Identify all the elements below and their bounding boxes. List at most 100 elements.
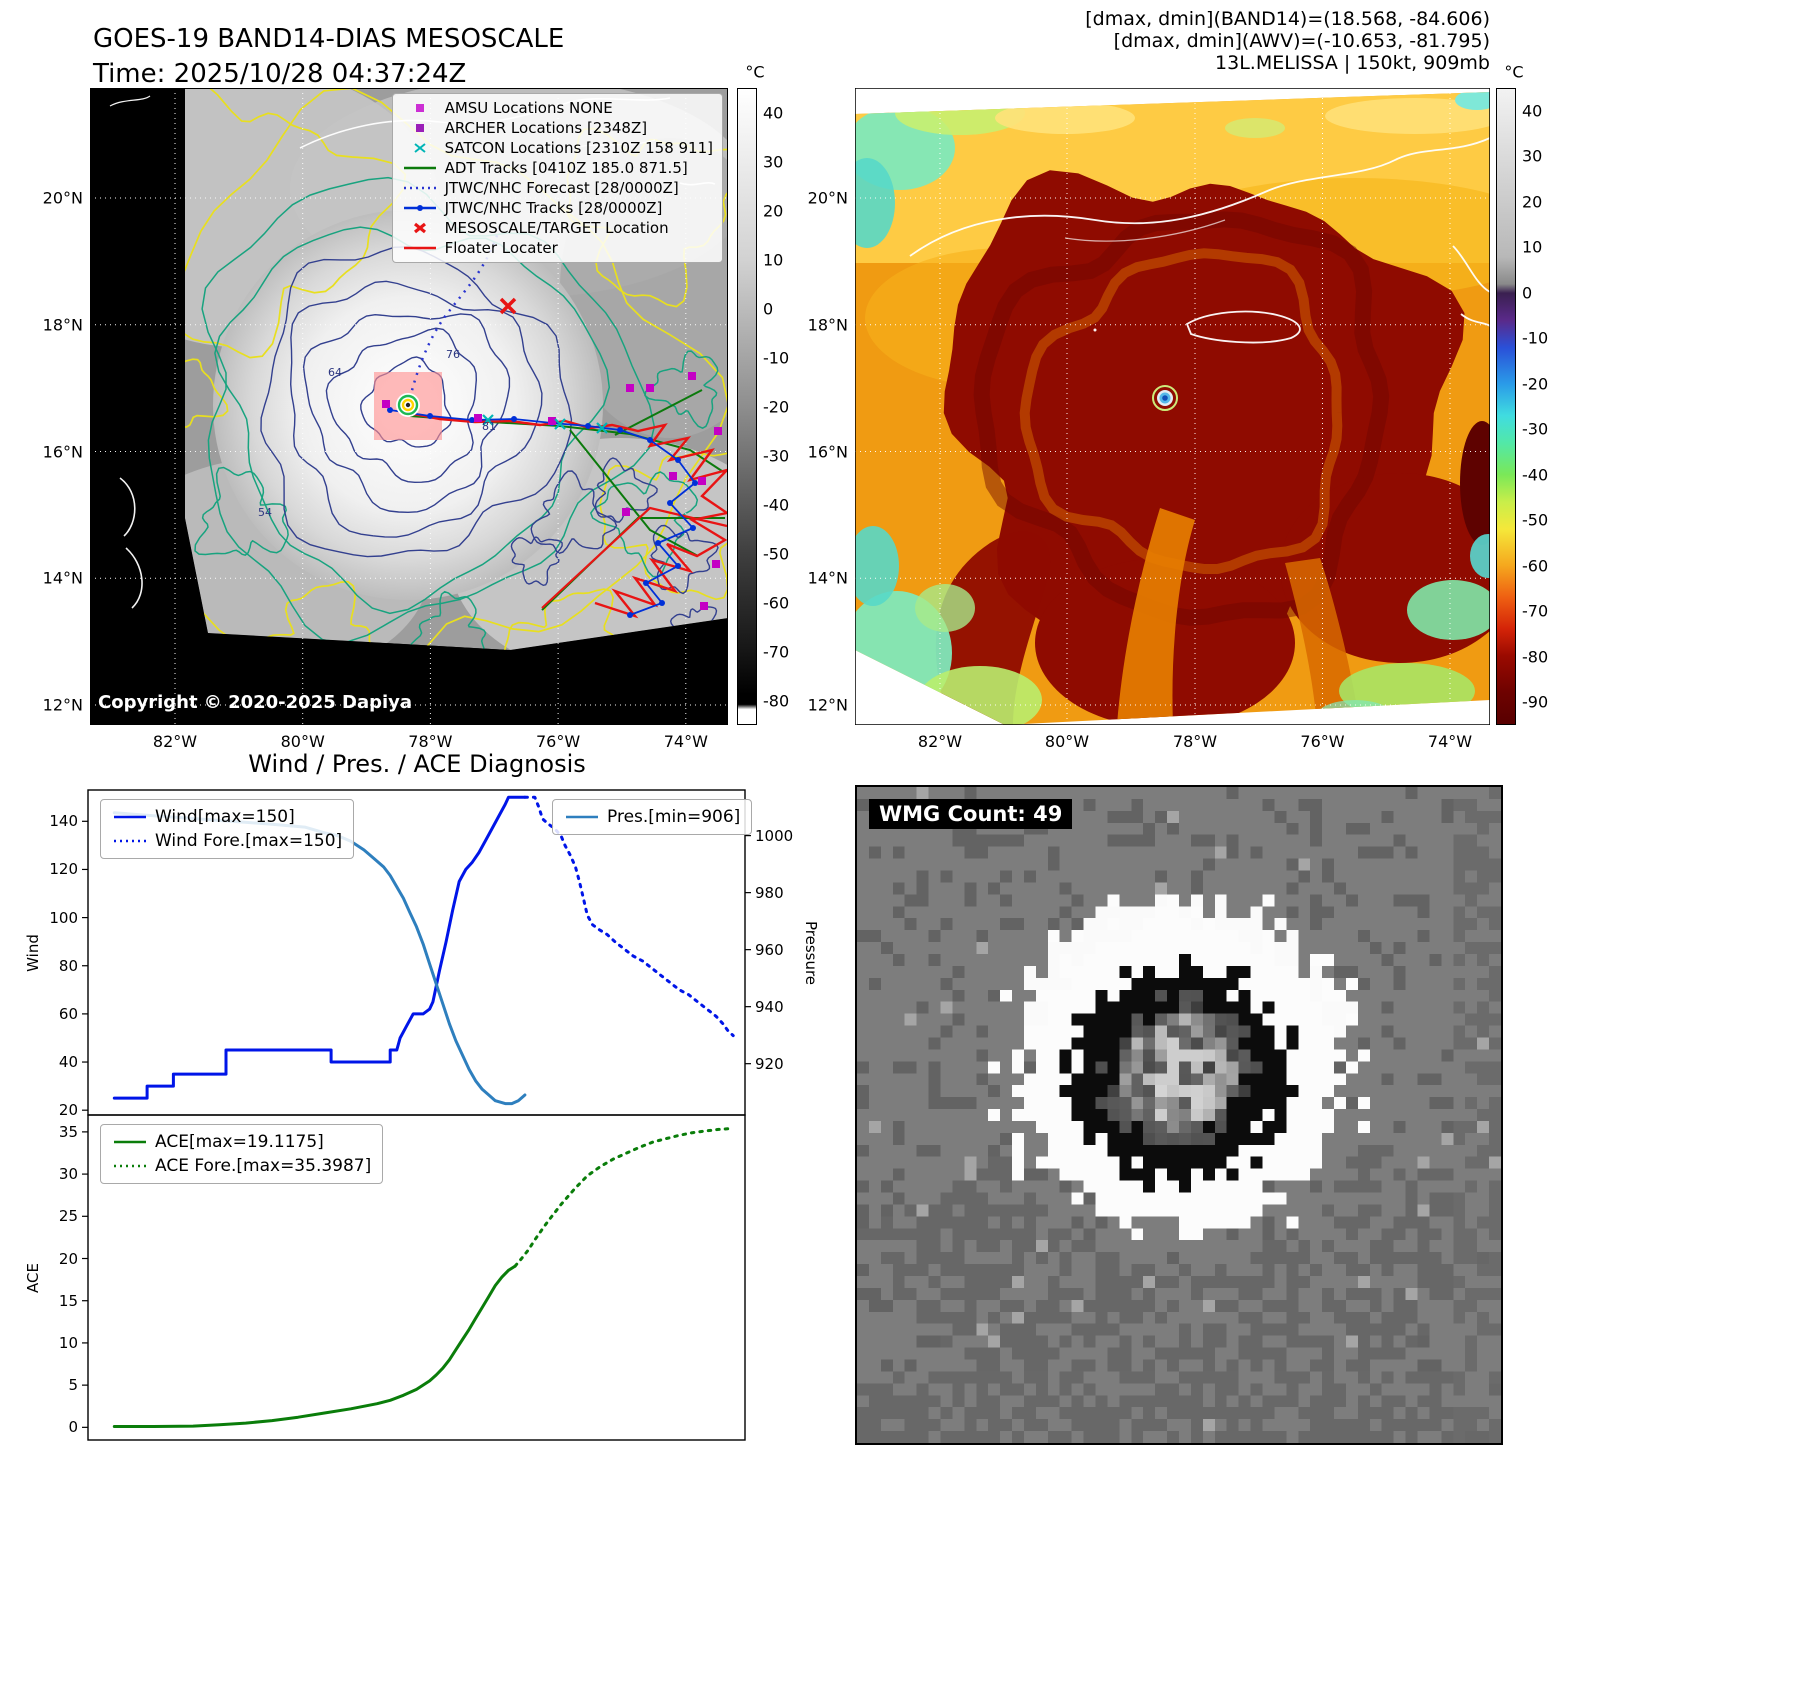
band14-title: GOES-19 BAND14-DIAS MESOSCALE [93,24,565,54]
legend-label: Wind[max=150] [155,807,295,827]
legend-label: ARCHER Locations [2348Z] [444,119,648,137]
colorbar-tick: 20 [763,201,784,220]
colorbar-tick: -20 [763,397,790,416]
legend-item: JTWC/NHC Tracks [28/0000Z] [402,199,713,217]
legend-label: Floater Locater [444,239,558,257]
copyright-label: Copyright © 2020-2025 Dapiya [98,692,413,713]
tick-label: 120 [49,860,78,879]
tick-label: 40 [58,1053,78,1072]
tick-label: 78°W [1172,732,1218,751]
colorbar-tick: -10 [1522,328,1549,348]
contour-value-labels: 64 76 81 54 [258,348,496,519]
colorbar-tick: 30 [1522,146,1543,166]
pressure-legend: Pres.[min=906] [552,799,753,835]
line-marker-icon [403,166,436,170]
legend-item: JTWC/NHC Forecast [28/0000Z] [402,179,713,197]
awv-satellite-image [855,88,1490,725]
colorbar-tick: 30 [763,152,784,171]
tick-label: 20 [58,1249,78,1268]
band14-title-block: GOES-19 BAND14-DIAS MESOSCALE Time: 2025… [93,22,564,92]
tick-label: 5 [68,1376,78,1395]
colorbar-tick: -50 [763,544,790,563]
hurricane-eye-marker [1152,385,1178,411]
wind-legend: Wind[max=150] Wind Fore.[max=150] [100,799,355,859]
colorbar-tick: 20 [1522,192,1543,212]
amsu-archer-markers [382,372,722,610]
tick-label: 30 [58,1165,78,1184]
legend-label: Pres.[min=906] [607,807,741,827]
tick-label: 10 [58,1333,78,1352]
axis-label: ACE [24,1262,42,1293]
colorbar-tick: -50 [1522,510,1549,530]
wind-pressure-chart [82,789,751,1116]
axis-label: Pressure [802,920,820,985]
awv-header-line1: [dmax, dmin](BAND14)=(18.568, -84.606) [1085,8,1490,30]
legend-label: JTWC/NHC Forecast [28/0000Z] [444,179,679,197]
colorbar-tick: 10 [763,250,784,269]
legend-label: AMSU Locations NONE [444,99,613,117]
legend-label: JTWC/NHC Tracks [28/0000Z] [444,199,663,217]
legend-item: ADT Tracks [0410Z 185.0 871.5] [402,159,713,177]
band14-legend: AMSU Locations NONE ARCHER Locations [234… [391,93,723,263]
wmg-panel: WMG Count: 49 [855,785,1503,1445]
tick-label: 80 [58,956,78,975]
tick-label: 80°W [280,732,325,751]
tick-label: 16°N [42,442,83,461]
satcon-markers [482,414,608,434]
legend-item: Floater Locater [402,239,713,257]
ace-legend: ACE[max=19.1175] ACE Fore.[max=35.3987] [100,1124,384,1184]
legend-item: AMSU Locations NONE [402,99,713,117]
tick-label: 16°N [807,442,848,461]
latlon-grid [90,88,728,725]
colorbar-tick: 10 [1522,237,1543,257]
tick-label: 140 [49,812,78,831]
square-marker-icon [415,124,424,132]
legend-item: Wind Fore.[max=150] [112,831,342,851]
series-line [112,795,527,1100]
square-marker-icon [415,104,424,112]
legend-label: ACE Fore.[max=35.3987] [155,1156,372,1176]
latlon-grid [855,88,1490,725]
storm-center-marker [396,393,420,417]
tick-label: 920 [755,1054,784,1073]
legend-label: MESOSCALE/TARGET Location [444,219,669,237]
tick-label: 35 [58,1122,78,1141]
line-marker-icon [566,815,598,819]
line-marker-marker-icon [403,205,436,211]
tick-label: 60 [58,1004,78,1023]
colorbar-tick: -30 [1522,419,1549,439]
tick-label: 76°W [1300,732,1345,751]
colorbar-tick: 40 [763,103,784,122]
colorbar-tick: 40 [1522,101,1543,121]
colorbar-tick: 0 [763,299,774,318]
colorbar-tick: 0 [1522,283,1533,303]
tick-label: 12°N [42,695,83,715]
tick-label: 18°N [807,315,848,335]
tick-label: 12°N [807,695,848,715]
band14-map: 64 76 81 54 AMSU Locations NONE ARCHER Locat… [90,88,728,725]
legend-item: ACE Fore.[max=35.3987] [112,1156,371,1176]
tick-label: 100 [49,908,78,927]
tick-label: 25 [58,1207,78,1226]
tick-label: 82°W [917,732,963,751]
tick-label: 78°W [408,732,453,751]
band14-colorbar [737,88,757,725]
awv-field [855,92,1490,725]
legend-label: Wind Fore.[max=150] [155,831,343,851]
awv-header-line2: [dmax, dmin](AWV)=(-10.653, -81.795) [1113,30,1490,52]
tick-label: 14°N [807,568,848,588]
tick-label: 980 [755,883,784,902]
axis-label: Wind [24,933,42,972]
wmg-count-label: WMG Count: 49 [869,799,1073,829]
contour-label: 54 [258,506,272,519]
legend-label: SATCON Locations [2310Z 158 911] [444,139,713,157]
tick-label: 960 [755,940,784,959]
tick-label: 1000 [755,826,794,845]
legend-item: Wind[max=150] [112,807,342,827]
storm-tracks [382,225,728,619]
line-marker-icon [114,1140,146,1144]
contour-label: 64 [328,366,342,379]
legend-item: MESOSCALE/TARGET Location [402,219,713,237]
contour-label: 76 [446,348,460,361]
diagnosis-title: Wind / Pres. / ACE Diagnosis [248,750,586,778]
